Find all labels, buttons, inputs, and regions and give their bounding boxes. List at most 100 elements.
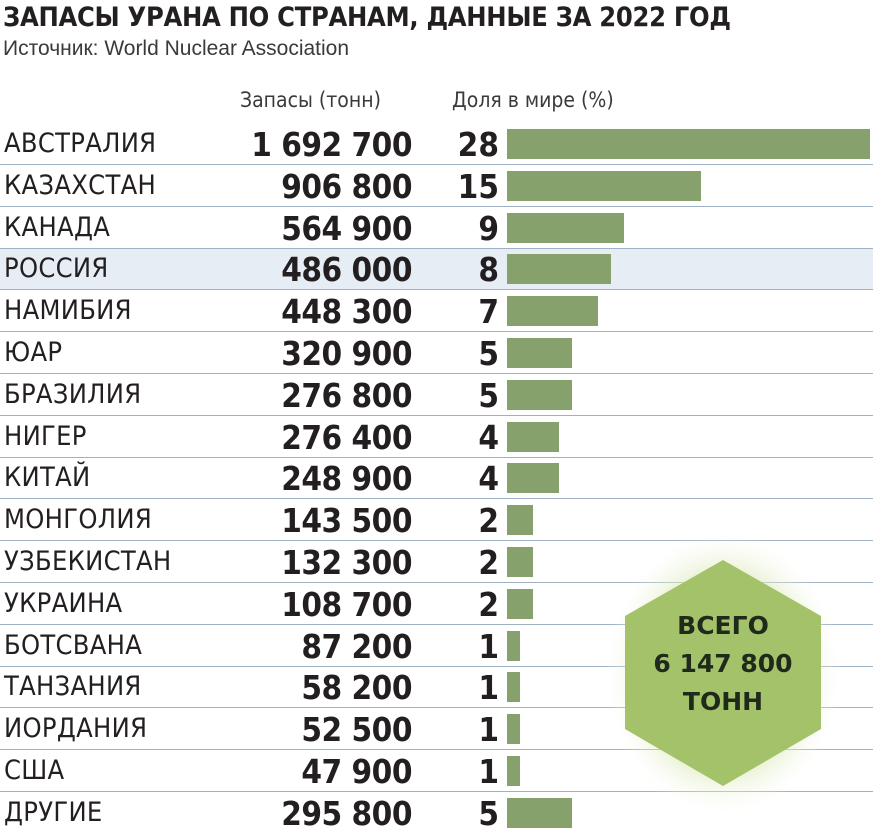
share-value: 4 [478,459,499,499]
share-bar [507,296,598,327]
reserves-value: 248 900 [281,459,412,499]
reserves-value: 52 500 [301,710,412,750]
share-bar [507,547,533,577]
row-divider [0,289,873,291]
table-row: КИТАЙ 248 900 4 [0,458,873,500]
reserves-value: 108 700 [281,584,412,624]
reserves-value: 47 900 [301,752,412,791]
row-divider [0,373,873,374]
total-label-line3: ТОНН [683,687,763,716]
reserves-value: 1 692 700 [251,125,412,164]
share-bar [507,672,520,703]
country-label: ТАНЗАНИЯ [4,671,142,703]
row-divider [0,791,873,792]
reserves-value: 320 900 [281,334,412,373]
share-bar [507,379,572,410]
country-label: ИОРДАНИЯ [4,713,148,745]
table-row: БОТСВАНА 87 200 1 [0,626,873,667]
country-label: АВСТРАЛИЯ [4,128,157,159]
share-bar [507,630,520,661]
reserves-value: 486 000 [281,250,412,290]
chart-source: Источник: World Nuclear Association [3,37,350,60]
reserves-value: 295 800 [281,793,412,833]
share-value: 8 [478,250,499,290]
reserves-value: 132 300 [281,543,412,582]
share-value: 2 [478,584,499,624]
share-value: 1 [478,668,499,708]
row-divider [0,707,873,709]
reserves-value: 906 800 [281,166,412,206]
share-bar [507,756,520,786]
table-row: ИОРДАНИЯ 52 500 1 [0,709,873,751]
share-bar [507,254,611,285]
share-value: 4 [478,417,499,457]
row-divider [0,164,873,165]
total-badge: ВСЕГО 6 147 800 ТОНН [603,528,843,818]
column-header-reserves: Запасы (тонн) [240,88,381,112]
row-divider [0,582,873,583]
country-label: НАМИБИЯ [4,295,132,327]
table-row: МОНГОЛИЯ 143 500 2 [0,500,873,542]
country-label: ЮАР [4,337,63,368]
total-value: 6 147 800 [653,649,792,678]
reserves-value: 276 800 [281,375,412,415]
table-row: ТАНЗАНИЯ 58 200 1 [0,667,873,709]
chart-title: ЗАПАСЫ УРАНА ПО СТРАНАМ, ДАННЫЕ ЗА 2022 … [3,2,731,33]
country-label: КАНАДА [4,211,111,243]
table-row: НАМИБИЯ 448 300 7 [0,291,873,333]
share-value: 7 [478,292,499,332]
row-divider [0,749,873,751]
column-header-share: Доля в мире (%) [452,88,614,112]
table-row: АВСТРАЛИЯ 1 692 700 28 [0,124,873,165]
share-bar [507,421,559,452]
share-value: 1 [478,752,499,791]
share-value: 28 [457,125,499,164]
share-bar [507,797,572,828]
row-divider [0,205,873,207]
reserves-value: 276 400 [281,417,412,457]
row-divider [0,540,873,542]
table-row: КАНАДА 564 900 9 [0,208,873,249]
country-label: НИГЕР [4,420,87,452]
table-row: УЗБЕКИСТАН 132 300 2 [0,542,873,583]
table-row: ДРУГИЕ 295 800 5 [0,793,873,834]
row-divider [0,247,873,249]
share-value: 9 [478,208,499,248]
row-divider [0,498,873,500]
share-value: 5 [478,793,499,833]
country-label: РОССИЯ [4,253,109,285]
reserves-value: 448 300 [281,292,412,332]
share-value: 5 [478,334,499,373]
table-row: БРАЗИЛИЯ 276 800 5 [0,375,873,416]
country-label: США [4,755,65,786]
reserves-value: 564 900 [281,208,412,248]
share-bar [507,463,559,494]
table-row: КАЗАХСТАН 906 800 15 [0,166,873,207]
share-bar [507,212,624,243]
share-bar [507,714,520,745]
country-label: УКРАИНА [4,587,123,619]
row-divider [0,331,873,333]
share-value: 2 [478,501,499,541]
table-row: США 47 900 1 [0,751,873,792]
row-divider [0,665,873,667]
country-label: МОНГОЛИЯ [4,504,152,536]
table-row: НИГЕР 276 400 4 [0,417,873,458]
share-bar [507,505,533,536]
share-value: 1 [478,626,499,666]
share-value: 15 [457,166,499,206]
share-bar [507,170,701,201]
country-label: КИТАЙ [4,462,91,494]
total-badge-hexagon [625,560,821,786]
reserves-value: 58 200 [301,668,412,708]
row-divider [0,456,873,458]
table-row: УКРАИНА 108 700 2 [0,584,873,625]
country-label: БОТСВАНА [4,629,143,661]
country-label: ДРУГИЕ [4,796,103,828]
share-value: 1 [478,710,499,750]
total-label-line1: ВСЕГО [677,611,769,640]
country-label: БРАЗИЛИЯ [4,378,142,410]
reserves-value: 87 200 [301,626,412,666]
table-row: ЮАР 320 900 5 [0,333,873,374]
